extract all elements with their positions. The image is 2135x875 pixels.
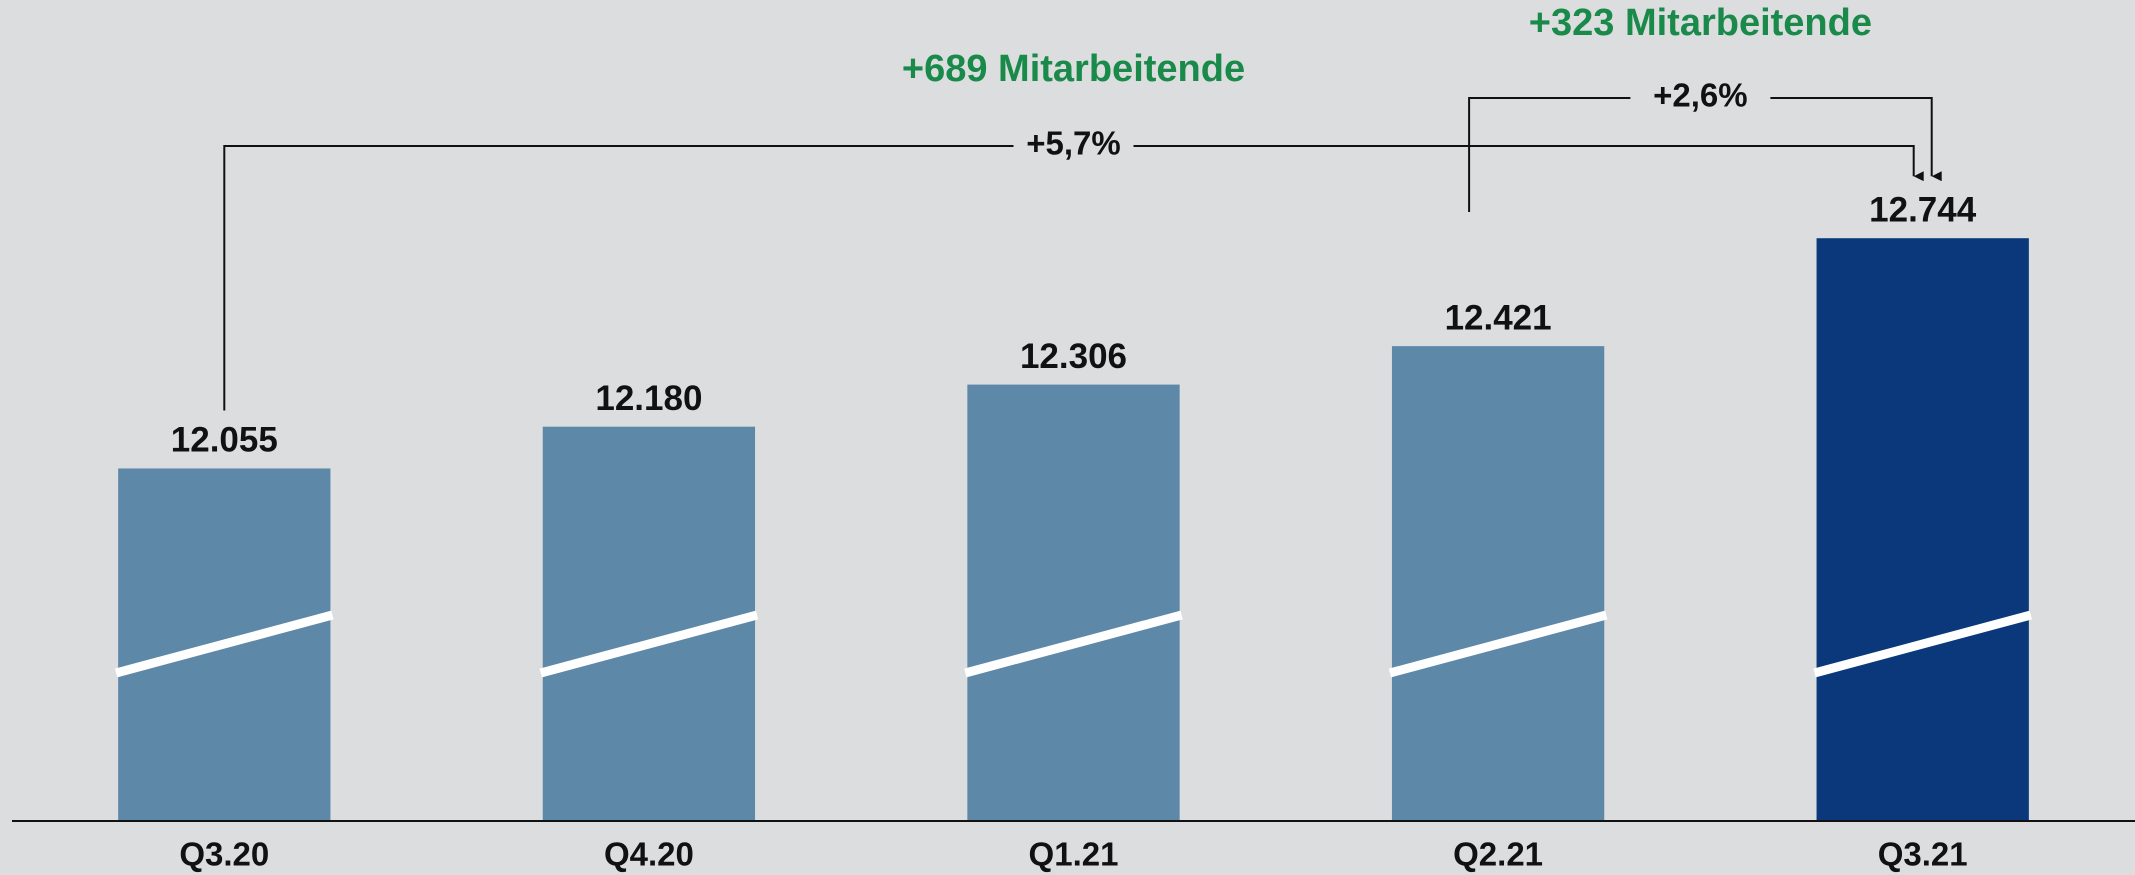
value-label: 12.306: [1020, 337, 1127, 376]
value-label: 12.180: [595, 379, 702, 418]
axis-break: [539, 610, 759, 678]
value-label: 12.055: [171, 421, 278, 460]
label-bg: [1013, 126, 1134, 166]
change-label: +5,7%: [1026, 125, 1121, 162]
x-tick-label: Q3.20: [179, 836, 269, 873]
axis-break: [1813, 610, 2033, 678]
axis-break: [1388, 610, 1608, 678]
change-label: +2,6%: [1653, 77, 1748, 114]
bar: [1816, 238, 2029, 822]
bar: [967, 384, 1180, 821]
annotation: +323 Mitarbeitende: [1529, 2, 1872, 44]
x-tick-label: Q4.20: [604, 836, 694, 873]
x-tick-label: Q2.21: [1453, 836, 1543, 873]
x-tick-label: Q3.21: [1878, 836, 1968, 873]
axis-break: [964, 610, 1183, 678]
value-label: 12.744: [1869, 190, 1977, 229]
value-label: 12.421: [1445, 298, 1552, 337]
label-bg: [1630, 78, 1771, 118]
axis-break: [114, 610, 334, 678]
annotation: +689 Mitarbeitende: [902, 48, 1245, 90]
bar: [1391, 346, 1605, 821]
x-tick-label: Q1.21: [1029, 836, 1119, 873]
